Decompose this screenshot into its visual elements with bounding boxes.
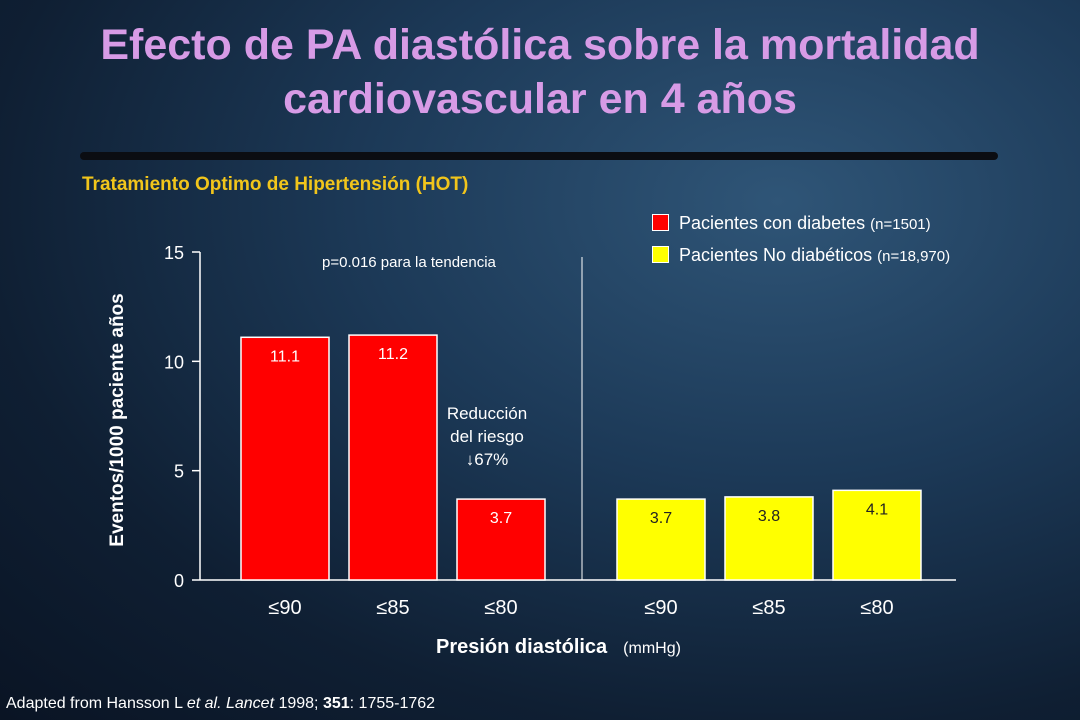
x-axis-label: Presión diastólica (mmHg) (436, 636, 681, 659)
credit-italic: et al. Lancet (186, 695, 275, 712)
bar-value-label: 3.7 (490, 510, 512, 527)
bar (240, 336, 330, 581)
y-axis-label: Eventos/1000 paciente años (107, 293, 128, 547)
study-subtitle: Tratamiento Optimo de Hipertensión (HOT) (82, 174, 469, 195)
risk-reduction-annotation: Reducción del riesgo ↓67% (430, 402, 544, 471)
bar (616, 498, 706, 581)
credit-mid: 1998; (274, 695, 323, 712)
legend-label-no-diabetes: Pacientes No diabéticos (679, 245, 873, 265)
annotation-line-1: Reducción (446, 404, 528, 423)
chart-title: Efecto de PA diastólica sobre la mortali… (0, 18, 1080, 126)
x-category-label: ≤90 (644, 597, 677, 619)
source-credit: Adapted from Hansson L et al. Lancet 199… (6, 695, 435, 713)
title-line-2: cardiovascular en 4 años (283, 75, 797, 123)
x-category-label: ≤85 (752, 597, 785, 619)
bar (832, 489, 922, 581)
bar (348, 334, 438, 581)
bar-value-label: 3.8 (758, 508, 780, 525)
y-tick-label: 5 (174, 462, 184, 482)
x-category-label: ≤85 (376, 597, 409, 619)
bar-value-label: 11.1 (270, 348, 300, 365)
legend-n-diabetes: (n=1501) (870, 216, 931, 233)
legend-swatch-yellow (652, 246, 669, 263)
y-tick-label: 10 (164, 352, 184, 372)
x-axis-unit: (mmHg) (623, 640, 681, 657)
x-axis-title: Presión diastólica (436, 636, 608, 658)
legend-swatch-red (652, 214, 669, 231)
p-value-note: p=0.016 para la tendencia (322, 254, 496, 271)
bar (456, 498, 546, 581)
credit-post: : 1755-1762 (349, 695, 436, 712)
legend-label-diabetes: Pacientes con diabetes (679, 213, 866, 233)
title-divider (80, 152, 998, 160)
annotation-line-3: ↓67% (465, 450, 509, 469)
annotation-line-2: del riesgo (450, 427, 524, 446)
x-category-label: ≤80 (484, 597, 517, 619)
legend-n-no-diabetes: (n=18,970) (877, 248, 951, 265)
credit-bold: 351 (322, 695, 350, 712)
bar-value-label: 3.7 (650, 510, 672, 527)
bar-value-label: 4.1 (866, 501, 888, 518)
bar-value-label: 11.2 (378, 346, 408, 363)
y-tick-label: 0 (174, 571, 184, 591)
x-category-label: ≤80 (860, 597, 893, 619)
title-line-1: Efecto de PA diastólica sobre la mortali… (100, 21, 980, 69)
credit-pre: Adapted from Hansson L (6, 695, 187, 712)
bar (724, 496, 814, 581)
y-tick-label: 15 (164, 243, 184, 263)
x-category-label: ≤90 (268, 597, 301, 619)
